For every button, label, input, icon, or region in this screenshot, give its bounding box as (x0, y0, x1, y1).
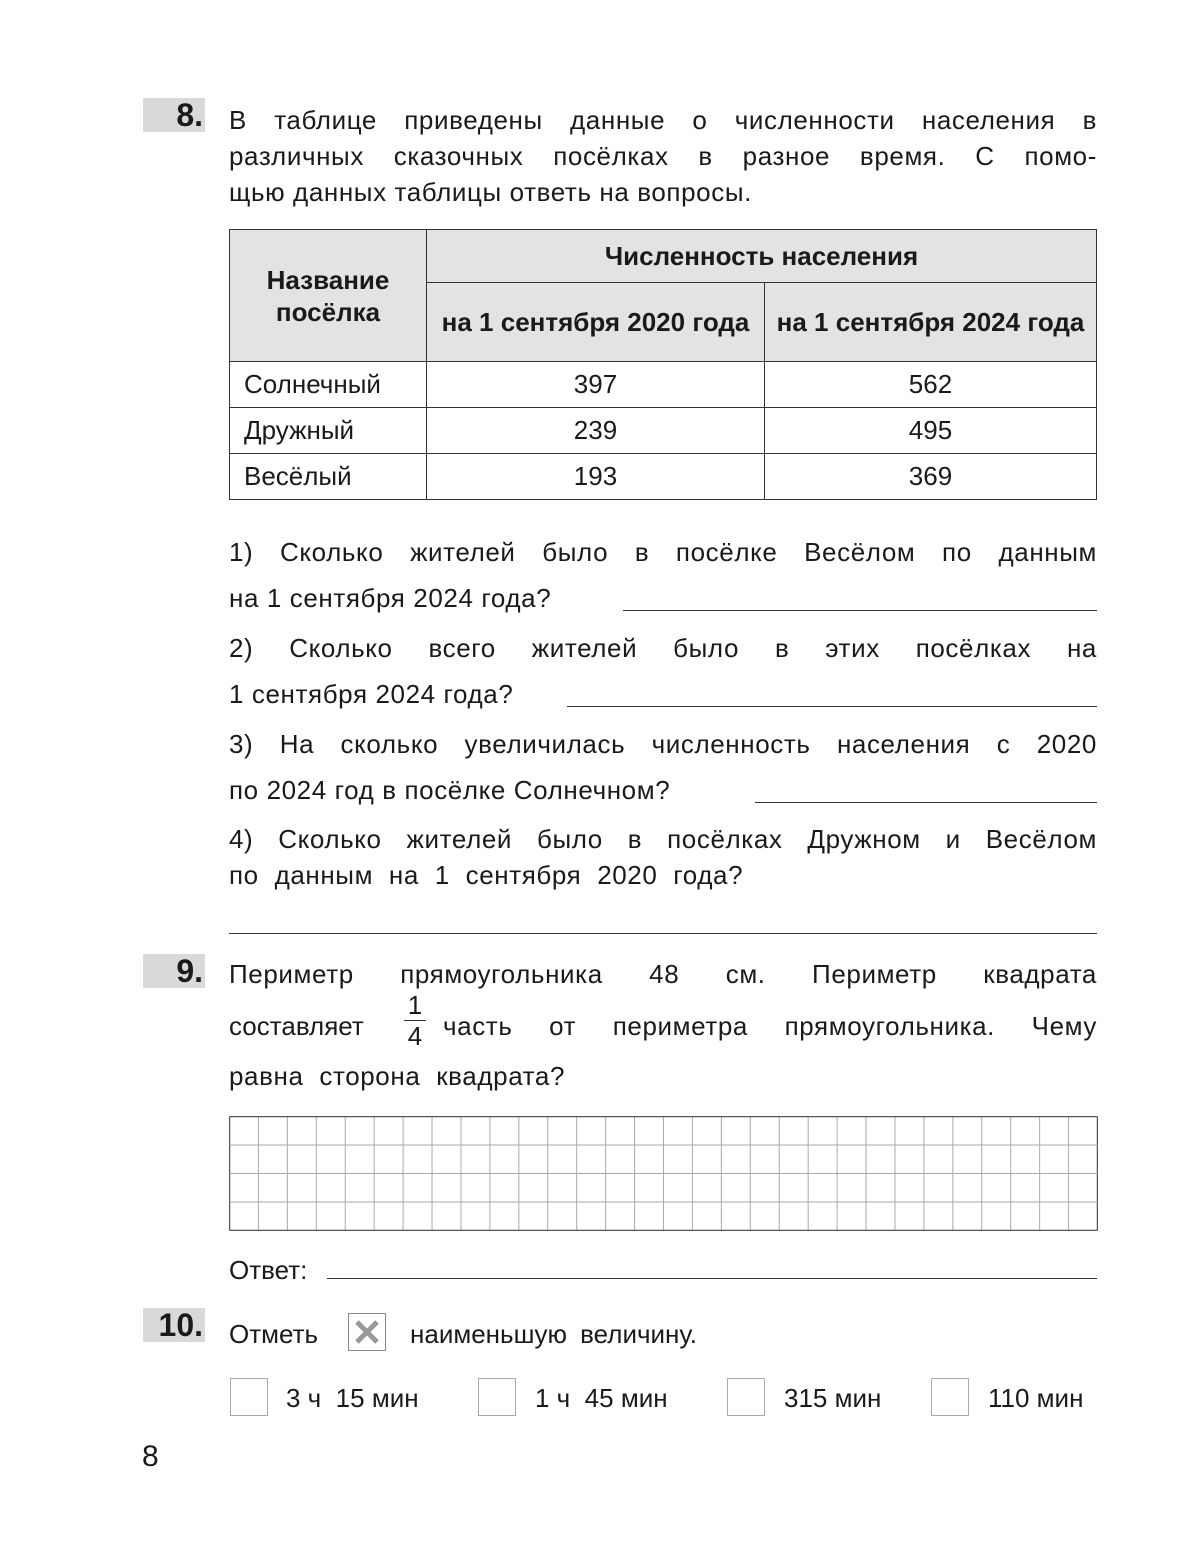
cell-name: Солнечный (229, 361, 427, 408)
question-1-line: на 1 сентября 2024 года? (229, 583, 552, 613)
answer-line-3[interactable] (755, 802, 1097, 803)
cell-name: Дружный (229, 407, 427, 454)
question-1-line: 1) Сколько жителей было в посёлке Весёло… (229, 537, 1097, 567)
task8-text-line: различных сказочных посёлках в разное вр… (229, 141, 1097, 171)
fraction: 1 4 (404, 990, 426, 1051)
header-2024: на 1 сентября 2024 года (764, 282, 1097, 362)
task-number-9: 9. (143, 954, 205, 988)
option-label-1: 3 ч 15 мин (286, 1383, 419, 1413)
answer-line-4[interactable] (229, 933, 1097, 934)
cell-2024: 495 (764, 407, 1097, 454)
header-2020: на 1 сентября 2020 года (426, 282, 765, 362)
task9-text-line: равна сторона квадрата? (229, 1061, 566, 1091)
option-checkbox-2[interactable] (478, 1378, 516, 1416)
cell-2020: 397 (426, 361, 765, 408)
option-checkbox-3[interactable] (727, 1378, 765, 1416)
task9-text-line: Периметр прямоугольника 48 см. Периметр … (229, 959, 1097, 989)
fraction-denominator: 4 (407, 1021, 423, 1051)
task9-text: составляет (229, 1011, 364, 1041)
answer-line-1[interactable] (623, 610, 1097, 611)
cell-2020: 239 (426, 407, 765, 454)
table-row: Солнечный 397 562 (229, 361, 1097, 408)
question-2-line: 1 сентября 2024 года? (229, 679, 514, 709)
answer-line-2[interactable] (567, 706, 1097, 707)
task10-text: наименьшую величину. (410, 1319, 698, 1349)
task10-text: Отметь (229, 1319, 319, 1349)
cell-2020: 193 (426, 453, 765, 500)
question-4-line: 4) Сколько жителей было в посёлках Дружн… (229, 824, 1097, 854)
fraction-numerator: 1 (404, 990, 426, 1021)
option-label-3: 315 мин (784, 1383, 882, 1413)
question-4-line: по данным на 1 сентября 2020 года? (229, 860, 744, 890)
population-table: Название посёлка Численность населения н… (229, 229, 1097, 500)
task8-text-line: щью данных таблицы ответь на вопросы. (229, 177, 752, 207)
page-number: 8 (142, 1440, 159, 1473)
cell-2024: 369 (764, 453, 1097, 500)
header-population: Численность населения (426, 229, 1097, 283)
squared-grid[interactable] (229, 1116, 1098, 1231)
task9-text: часть от периметра прямоугольника. Чему (443, 1011, 1097, 1041)
task8-text-line: В таблице приведены данные о численности… (229, 105, 1097, 135)
question-3-line: 3) На сколько увеличилась численность на… (229, 729, 1097, 759)
table-row: Весёлый 193 369 (229, 453, 1097, 500)
x-mark-icon (348, 1313, 386, 1351)
option-label-4: 110 мин (988, 1383, 1084, 1413)
task-number-10: 10. (143, 1308, 205, 1342)
option-checkbox-4[interactable] (931, 1378, 969, 1416)
question-2-line: 2) Сколько всего жителей было в этих пос… (229, 633, 1097, 663)
option-checkbox-1[interactable] (230, 1378, 268, 1416)
answer-label: Ответ: (229, 1255, 308, 1285)
answer-line-9[interactable] (327, 1278, 1097, 1279)
cell-name: Весёлый (229, 453, 427, 500)
option-label-2: 1 ч 45 мин (535, 1383, 668, 1413)
table-row: Дружный 239 495 (229, 407, 1097, 454)
header-settlement-name: Название посёлка (229, 229, 427, 362)
task-number-8: 8. (143, 98, 205, 132)
cell-2024: 562 (764, 361, 1097, 408)
question-3-line: по 2024 год в посёлке Солнечном? (229, 775, 671, 805)
